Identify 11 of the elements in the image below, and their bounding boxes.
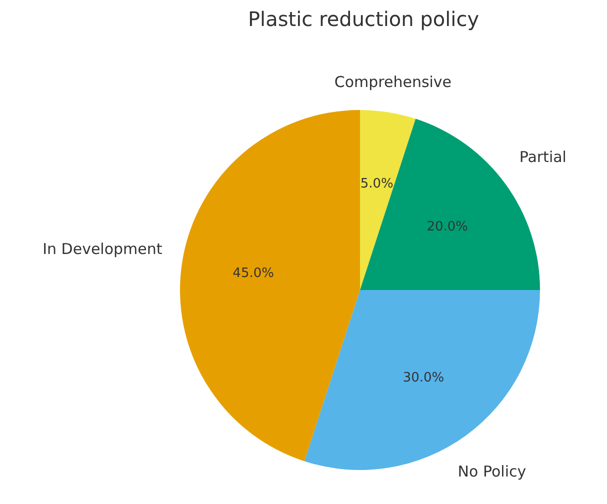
slice-label: Partial [519, 148, 566, 166]
slice-label: No Policy [458, 462, 526, 481]
slice-label: In Development [42, 240, 162, 258]
slice-label: Comprehensive [334, 72, 452, 91]
data-label: 45.0% [232, 266, 274, 282]
data-label: 20.0% [426, 220, 468, 235]
pie-slice [360, 110, 416, 290]
pie-slice [180, 110, 360, 462]
data-label: 5.0% [360, 176, 394, 192]
data-label: 30.0% [402, 370, 444, 386]
chart-title: Plastic reduction policy [248, 7, 480, 31]
